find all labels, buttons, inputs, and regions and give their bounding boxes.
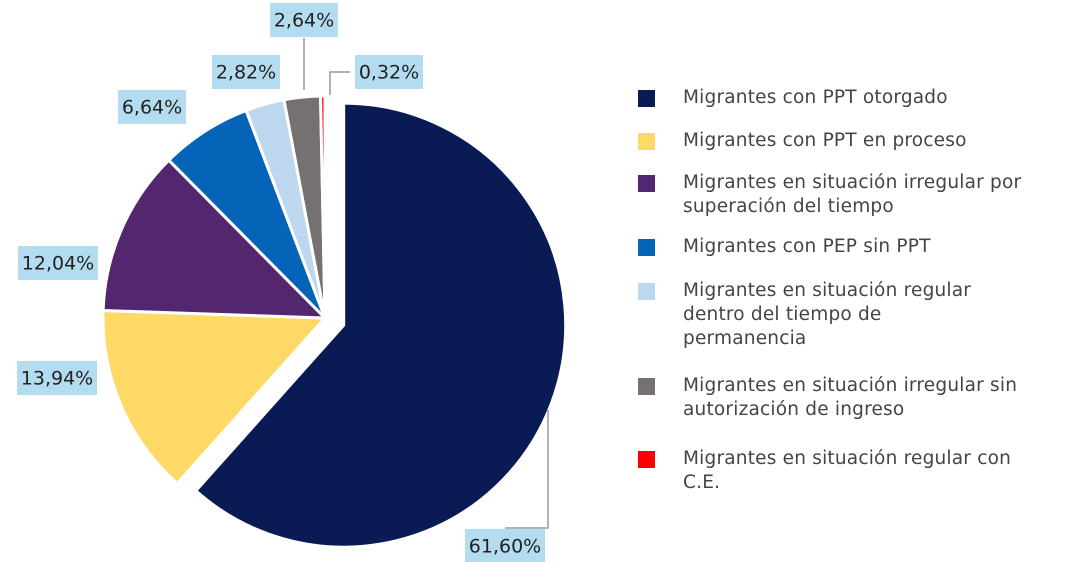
- legend-item: Migrantes en situación regular dentro de…: [638, 279, 983, 351]
- legend-swatch: [638, 378, 655, 395]
- label-box: [17, 361, 97, 395]
- data-label: 12,04%: [22, 253, 94, 275]
- label-box: [118, 90, 186, 124]
- legend-label: Migrantes en situación irregular por sup…: [683, 172, 1022, 217]
- legend-label: Migrantes en situación regular con C.E.: [683, 448, 1012, 493]
- slice: [101, 158, 329, 320]
- legend-label: Migrantes en situación irregular sin aut…: [683, 375, 1018, 420]
- slice: [319, 94, 327, 319]
- legend-swatch: [638, 175, 655, 192]
- legend-swatch: [638, 451, 655, 468]
- label-box: [355, 55, 423, 89]
- label-box: [212, 55, 280, 89]
- legend-swatch: [638, 283, 655, 300]
- data-label: 61,60%: [469, 536, 541, 558]
- legend-label: Migrantes con PEP sin PPT: [683, 236, 931, 257]
- data-label: 13,94%: [21, 368, 93, 390]
- legend-swatch: [638, 90, 655, 107]
- legend-swatch: [638, 133, 655, 150]
- data-label: 6,64%: [122, 97, 182, 119]
- leader-line: [505, 410, 549, 529]
- data-label: 2,64%: [274, 10, 334, 32]
- slice: [193, 101, 568, 549]
- label-box: [465, 529, 545, 562]
- legend-label: Migrantes en situación regular dentro de…: [683, 280, 972, 349]
- slice: [101, 308, 329, 486]
- label-box: [18, 246, 98, 280]
- label-box: [270, 3, 338, 37]
- data-label: 2,82%: [216, 62, 276, 84]
- legend-item: Migrantes en situación irregular sin aut…: [638, 374, 1038, 422]
- legend-label: Migrantes con PPT en proceso: [683, 130, 967, 151]
- legend-item: Migrantes con PPT en proceso: [638, 129, 1038, 153]
- legend-item: Migrantes en situación irregular por sup…: [638, 171, 1038, 219]
- legend-item: Migrantes con PEP sin PPT: [638, 235, 1038, 259]
- pie-area: 61,60% 13,94% 12,04% 6,64% 2,82% 2,64% 0,32%: [17, 3, 568, 562]
- legend-item: Migrantes en situación regular con C.E.: [638, 447, 1038, 495]
- data-label: 0,32%: [359, 62, 419, 84]
- legend-item: Migrantes con PPT otorgado: [638, 86, 1038, 110]
- legend-label: Migrantes con PPT otorgado: [683, 87, 948, 108]
- leader-line: [329, 71, 350, 95]
- legend-swatch: [638, 239, 655, 256]
